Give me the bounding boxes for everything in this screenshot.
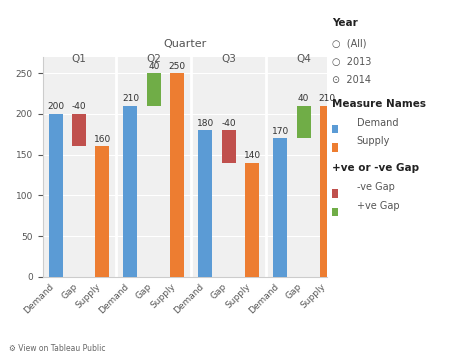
Bar [95, 147, 109, 277]
Text: Q1: Q1 [72, 54, 86, 64]
Text: 210: 210 [319, 94, 336, 103]
Text: Q4: Q4 [296, 54, 311, 64]
Bar [245, 163, 259, 277]
Text: Q3: Q3 [221, 54, 236, 64]
Text: 250: 250 [169, 62, 186, 71]
Text: Year: Year [332, 18, 357, 28]
Text: 160: 160 [94, 135, 111, 144]
FancyBboxPatch shape [332, 125, 338, 133]
Text: 40: 40 [148, 62, 160, 71]
Bar [198, 130, 212, 277]
Text: ○  (All): ○ (All) [332, 38, 366, 49]
Bar [48, 114, 63, 277]
Bar [147, 73, 161, 106]
Text: 40: 40 [298, 94, 310, 103]
Text: 140: 140 [244, 151, 261, 160]
Text: 210: 210 [122, 94, 139, 103]
FancyBboxPatch shape [332, 190, 338, 198]
Text: 170: 170 [272, 127, 289, 136]
Bar [123, 106, 137, 277]
Text: Supply: Supply [356, 136, 390, 146]
Text: -ve Gap: -ve Gap [356, 182, 394, 192]
Text: Quarter: Quarter [163, 39, 207, 49]
Bar [297, 106, 310, 138]
Text: 180: 180 [197, 119, 214, 128]
Text: Q2: Q2 [146, 54, 161, 64]
Text: ⚙ View on Tableau Public: ⚙ View on Tableau Public [9, 344, 106, 353]
Text: 200: 200 [47, 102, 64, 111]
FancyBboxPatch shape [332, 208, 338, 216]
Text: Measure Names: Measure Names [332, 98, 426, 109]
Bar [273, 138, 287, 277]
Bar [222, 130, 236, 163]
Bar [72, 114, 86, 147]
Text: +ve Gap: +ve Gap [356, 201, 399, 211]
Text: -40: -40 [221, 119, 236, 128]
Text: ○  2013: ○ 2013 [332, 57, 371, 67]
Text: +ve or -ve Gap: +ve or -ve Gap [332, 163, 419, 173]
Text: ⊙  2014: ⊙ 2014 [332, 75, 371, 86]
Bar [170, 73, 184, 277]
Bar [320, 106, 334, 277]
Text: Demand: Demand [356, 118, 398, 128]
FancyBboxPatch shape [332, 143, 338, 152]
Text: -40: -40 [72, 102, 86, 111]
